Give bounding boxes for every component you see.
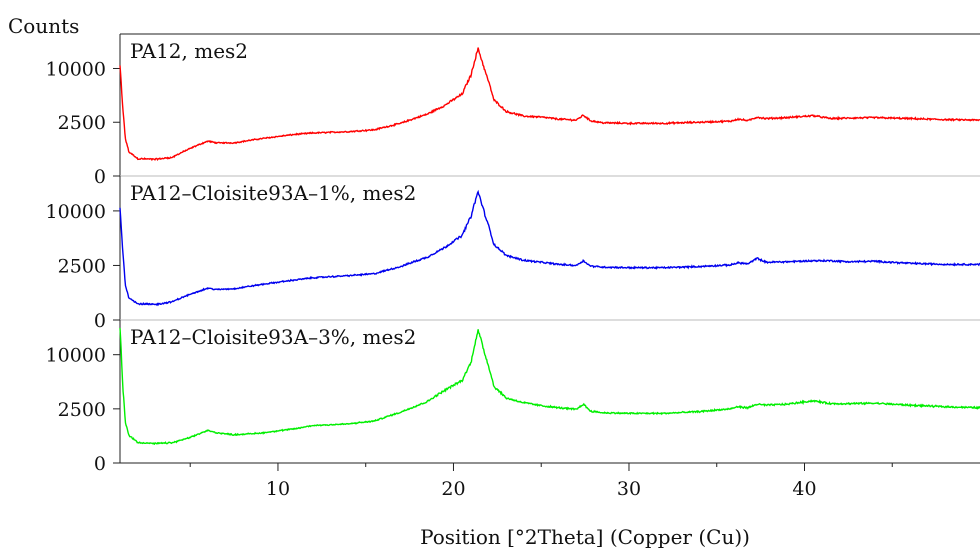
series-label: PA12–Cloisite93A–1%, mes2 — [130, 181, 416, 205]
y-tick-label: 10000 — [46, 201, 106, 223]
y-tick-label: 2500 — [58, 255, 106, 277]
x-axis-title: Position [°2Theta] (Copper (Cu)) — [420, 525, 750, 549]
panel-3: 0 2500 10000 PA12–Cloisite93A–3%, mes2 — [46, 319, 980, 475]
x-tick-label: 40 — [792, 478, 816, 500]
series-label: PA12, mes2 — [130, 39, 248, 63]
series-line — [119, 47, 980, 162]
y-tick-label: 10000 — [46, 345, 106, 367]
y-tick-label: 2500 — [58, 399, 106, 421]
series-label: PA12–Cloisite93A–3%, mes2 — [130, 325, 416, 349]
panels-group: 0 2500 10000 PA12, mes2 0 2500 10000 PA12–Clois… — [46, 33, 980, 475]
y-axis-title: Counts — [8, 14, 79, 38]
x-tick-label: 30 — [617, 478, 641, 500]
series-line — [119, 189, 980, 307]
y-tick-label: 0 — [94, 453, 106, 475]
y-tick-label: 0 — [94, 310, 106, 332]
y-tick-label: 10000 — [46, 58, 106, 80]
series-line — [119, 327, 980, 445]
x-tick-label: 20 — [441, 478, 465, 500]
x-axis: 10 20 30 40 — [189, 463, 893, 500]
x-tick-label: 10 — [266, 478, 290, 500]
y-tick-label: 2500 — [58, 112, 106, 134]
y-tick-label: 0 — [94, 166, 106, 188]
panel-1: 0 2500 10000 PA12, mes2 — [46, 33, 980, 188]
panel-2: 0 2500 10000 PA12–Cloisite93A–1%, mes2 — [46, 175, 980, 332]
